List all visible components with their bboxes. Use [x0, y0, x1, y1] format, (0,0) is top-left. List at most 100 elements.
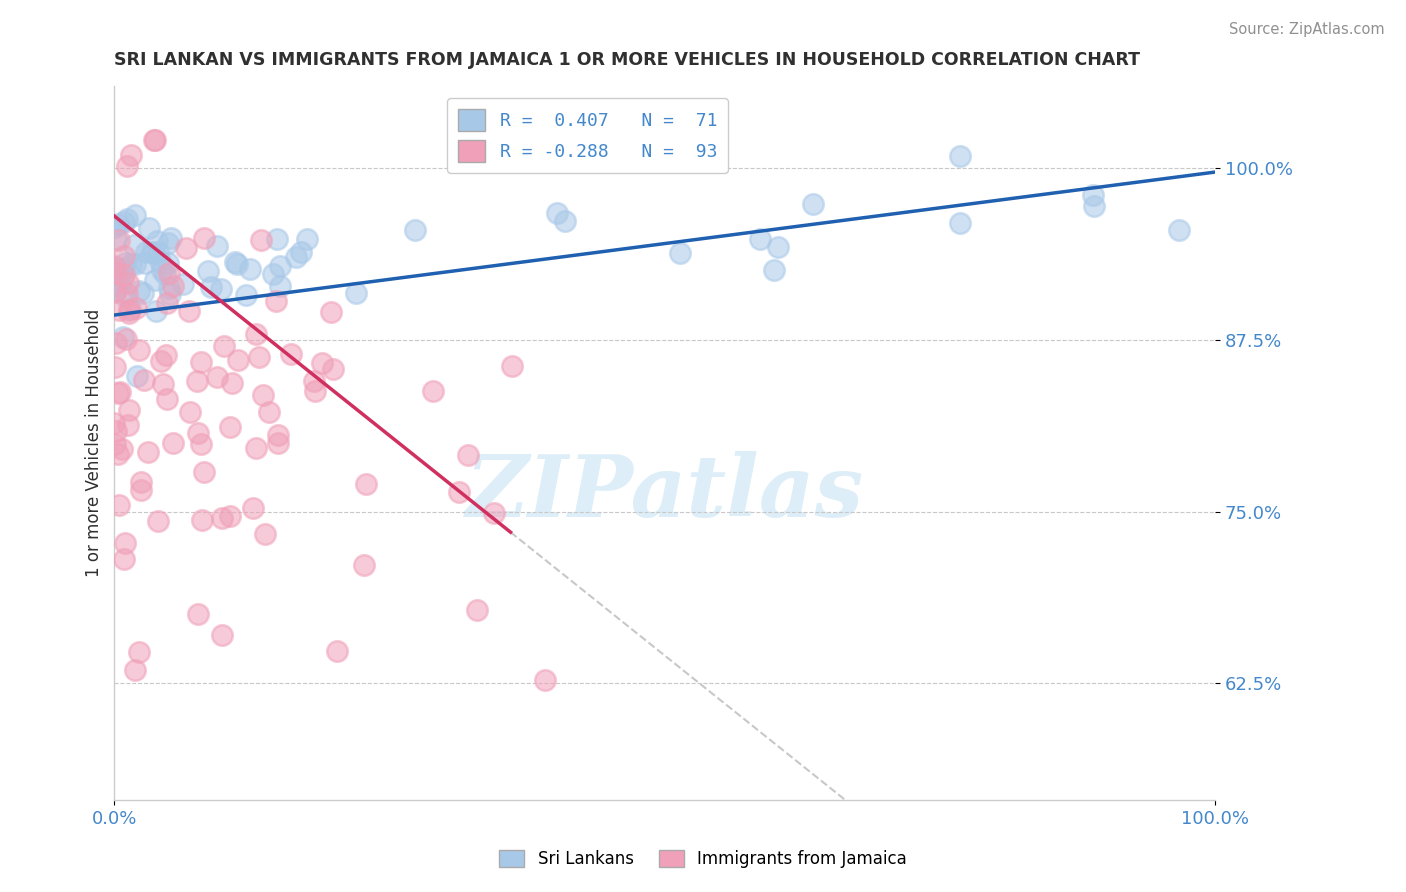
Point [143, 273, 166, 287]
Point [304, 384, 326, 398]
Point [295, 232, 318, 246]
Point [290, 244, 312, 259]
Point [207, 369, 229, 384]
Point [105, 270, 128, 285]
Point [125, 368, 148, 383]
Point [226, 257, 249, 271]
Point [108, 233, 131, 247]
Point [186, 374, 208, 388]
Point [136, 444, 159, 458]
Point [112, 215, 135, 229]
Point [179, 405, 201, 419]
Point [150, 354, 173, 368]
Point [104, 219, 127, 234]
Point [104, 424, 127, 438]
Point [105, 232, 128, 246]
Point [162, 279, 184, 293]
Text: SRI LANKAN VS IMMIGRANTS FROM JAMAICA 1 OR MORE VEHICLES IN HOUSEHOLD CORRELATIO: SRI LANKAN VS IMMIGRANTS FROM JAMAICA 1 … [114, 51, 1140, 69]
Point [135, 244, 157, 259]
Point [112, 261, 135, 276]
Point [118, 303, 141, 318]
Point [121, 148, 143, 162]
Point [302, 374, 325, 388]
Point [252, 388, 274, 402]
Point [132, 286, 155, 301]
Point [104, 283, 127, 297]
Point [129, 475, 152, 489]
Point [114, 536, 136, 550]
Point [668, 246, 690, 260]
Point [107, 447, 129, 461]
Point [211, 628, 233, 642]
Point [118, 403, 141, 417]
Point [245, 441, 267, 455]
Point [108, 498, 131, 512]
Point [103, 274, 125, 288]
Point [219, 420, 242, 434]
Point [105, 336, 128, 351]
Point [112, 268, 135, 283]
Point [554, 214, 576, 228]
Point [108, 277, 131, 291]
Point [200, 280, 222, 294]
Point [187, 425, 209, 440]
Point [404, 222, 426, 236]
Point [239, 262, 262, 277]
Point [120, 301, 142, 316]
Point [266, 232, 288, 246]
Point [285, 251, 308, 265]
Point [128, 285, 150, 299]
Point [247, 351, 270, 365]
Point [187, 607, 209, 621]
Point [132, 373, 155, 387]
Point [344, 286, 367, 301]
Point [172, 277, 194, 291]
Point [224, 255, 246, 269]
Point [157, 281, 180, 295]
Point [128, 343, 150, 357]
Point [262, 267, 284, 281]
Point [107, 386, 129, 401]
Point [103, 259, 125, 273]
Point [112, 249, 135, 263]
Point [114, 288, 136, 302]
Point [115, 211, 138, 226]
Point [482, 506, 505, 520]
Point [326, 644, 349, 658]
Point [156, 296, 179, 310]
Point [107, 218, 129, 232]
Point [104, 437, 127, 451]
Point [801, 197, 824, 211]
Point [112, 330, 135, 344]
Point [190, 512, 212, 526]
Point [104, 360, 127, 375]
Point [122, 238, 145, 252]
Point [104, 277, 127, 292]
Point [104, 285, 127, 300]
Point [177, 304, 200, 318]
Point [156, 392, 179, 407]
Point [159, 286, 181, 301]
Point [146, 244, 169, 259]
Point [197, 264, 219, 278]
Point [124, 208, 146, 222]
Point [157, 266, 180, 280]
Point [949, 149, 972, 163]
Point [465, 603, 488, 617]
Y-axis label: 1 or more Vehicles in Household: 1 or more Vehicles in Household [86, 309, 103, 577]
Point [157, 235, 180, 250]
Point [245, 327, 267, 342]
Point [321, 304, 343, 318]
Point [143, 134, 166, 148]
Point [546, 206, 568, 220]
Point [111, 269, 134, 284]
Point [124, 301, 146, 315]
Point [354, 477, 377, 491]
Point [155, 348, 177, 362]
Point [134, 256, 156, 270]
Point [269, 278, 291, 293]
Point [193, 231, 215, 245]
Point [322, 362, 344, 376]
Point [212, 339, 235, 353]
Point [112, 551, 135, 566]
